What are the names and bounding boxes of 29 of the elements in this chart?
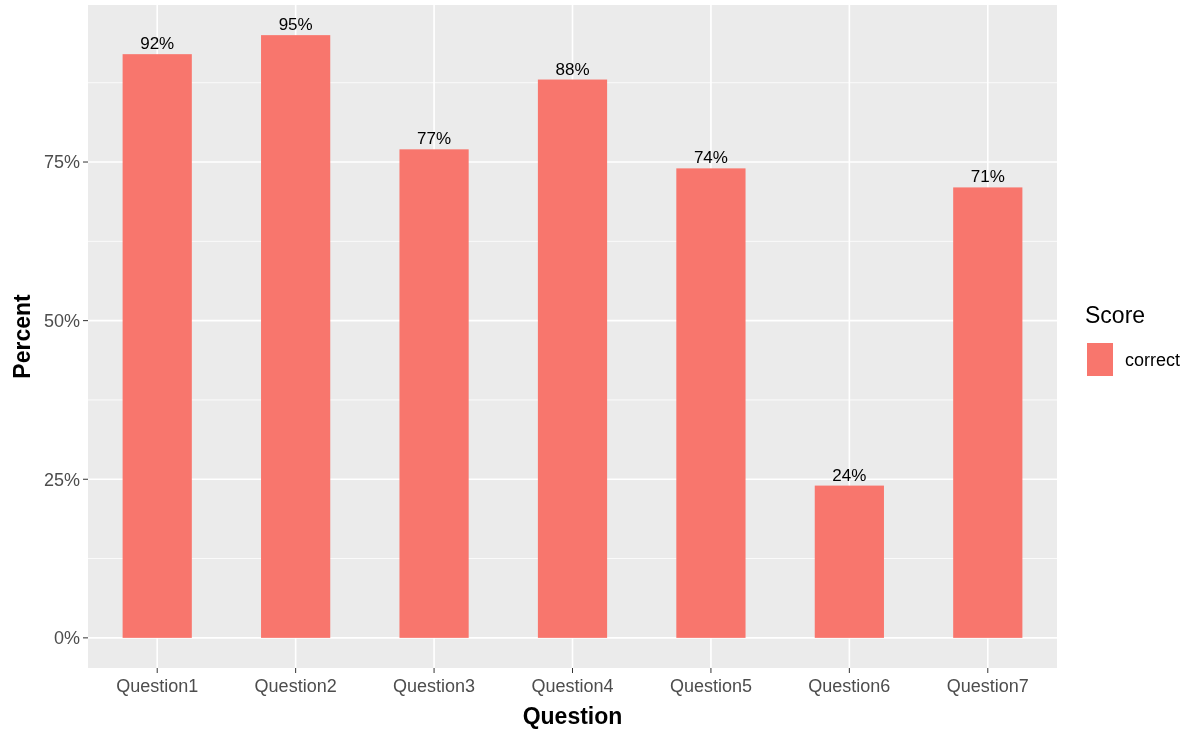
bar [399, 149, 469, 638]
bar [261, 35, 331, 638]
data-label: 24% [832, 465, 867, 485]
x-tick-label: Question7 [946, 676, 1029, 696]
x-tick-label: Question6 [808, 676, 891, 696]
data-label: 92% [140, 34, 175, 54]
bar [953, 187, 1023, 638]
y-tick-label: 25% [43, 469, 80, 490]
y-tick-label: 75% [43, 152, 80, 173]
x-tick-label: Question3 [393, 676, 476, 696]
bar [676, 168, 746, 638]
data-label: 95% [278, 15, 313, 35]
x-tick-label: Question1 [116, 676, 199, 696]
x-axis-title: Question [522, 703, 623, 729]
x-tick-label: Question2 [254, 676, 337, 696]
x-tick-label: Question4 [531, 676, 614, 696]
data-label: 74% [693, 148, 728, 168]
y-tick-label: 0% [53, 628, 80, 649]
bar [122, 54, 192, 638]
legend-label: correct [1125, 350, 1181, 371]
y-axis-title: Percent [9, 293, 35, 379]
bar [537, 79, 608, 638]
bar [814, 485, 884, 638]
legend-title: Score [1085, 302, 1146, 328]
x-tick-label: Question5 [669, 676, 752, 696]
y-tick-label: 50% [43, 310, 80, 331]
data-label: 77% [417, 129, 452, 149]
data-label: 71% [970, 167, 1005, 187]
data-label: 88% [555, 59, 590, 79]
